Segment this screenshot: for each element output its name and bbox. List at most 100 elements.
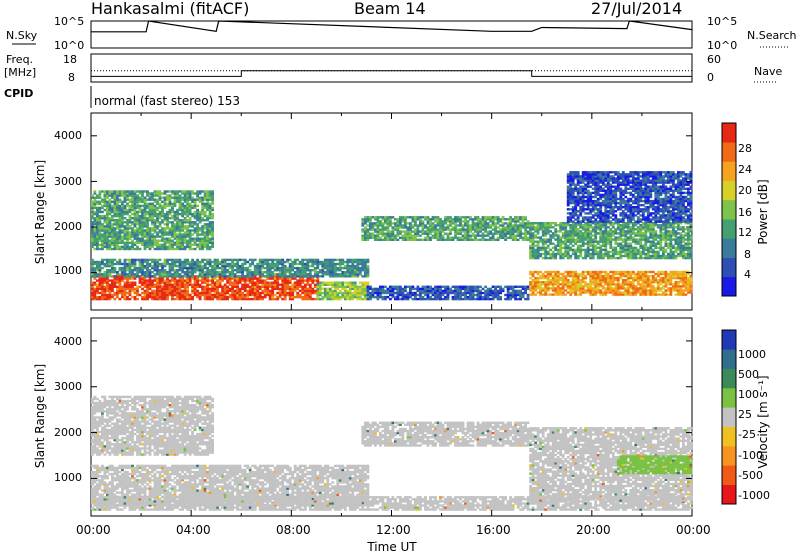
heatmap-cell [201,287,204,291]
heatmap-cell [113,285,117,288]
heatmap-cell [559,244,563,247]
heatmap-cell [366,232,370,235]
heatmap-cell [113,223,117,226]
heatmap-cell [296,293,300,297]
heatmap-cell [141,233,144,236]
heatmap-cell [156,277,159,280]
heatmap-cell [201,293,204,297]
heatmap-cell [126,204,129,208]
heatmap-cell [511,226,515,229]
heatmap-cell [306,269,310,272]
heatmap-cell [606,272,610,276]
heatmap-cell [156,202,159,205]
heatmap-cell [198,264,202,268]
heatmap-cell [206,219,209,222]
heatmap-cell [687,272,690,276]
heatmap-cell [208,291,212,295]
heatmap-cell [146,241,149,244]
heatmap-cell [183,266,187,270]
heatmap-cell [198,196,202,199]
heatmap-cell [516,228,520,231]
heatmap-cell [506,289,510,293]
heatmap-cell [411,230,415,233]
heatmap-cell [193,277,197,280]
heatmap-cell [163,202,167,205]
heatmap-cell [361,275,365,278]
heatmap-cell [106,275,109,278]
heatmap-cell [601,291,605,294]
heatmap-cell [128,231,132,234]
heatmap-cell [689,289,693,292]
heatmap-cell [161,196,164,199]
heatmap-cell [556,281,560,284]
heatmap-cell [218,277,222,280]
heatmap-cell [431,297,435,301]
heatmap-cell [491,228,495,231]
heatmap-cell [206,231,209,234]
heatmap-cell [113,206,117,210]
heatmap-cell [111,241,114,244]
heatmap-cell [386,295,390,299]
heatmap-cell [576,281,580,284]
heatmap-cell [604,281,608,284]
heatmap-cell [364,260,367,264]
heatmap-cell [121,221,124,224]
heatmap-cell [303,264,307,268]
heatmap-cell [616,276,620,280]
heatmap-cell [636,272,640,276]
heatmap-cell [328,283,332,286]
heatmap-cell [266,269,270,272]
heatmap-cell [556,293,560,296]
heatmap-cell [106,219,109,222]
heatmap-cell [441,226,445,229]
heatmap-cell [481,291,485,295]
heatmap-cell [494,218,497,221]
heatmap-cell [106,258,109,262]
heatmap-cell [301,269,305,272]
heatmap-cell [146,206,149,210]
heatmap-cell [601,285,605,288]
heatmap-cell [594,270,598,274]
heatmap-cell [96,287,99,291]
heatmap-cell [98,194,102,197]
heatmap-cell [476,220,480,223]
heatmap-cell [208,289,212,293]
heatmap-cell [211,190,214,193]
heatmap-cell [138,275,142,278]
heatmap-cell [286,269,290,272]
heatmap-cell [541,293,545,296]
heatmap-cell [151,264,154,268]
heatmap-cell [414,220,417,223]
heatmap-cell [203,287,207,291]
heatmap-cell [158,190,162,193]
heatmap-cell [451,228,455,231]
heatmap-cell [298,283,302,286]
heatmap-cell [158,223,162,226]
heatmap-cell [303,273,307,276]
heatmap-cell [111,190,114,193]
heatmap-cell [123,190,127,193]
heatmap-cell [541,234,545,237]
heatmap-cell [379,287,382,291]
heatmap-cell [168,285,172,288]
heatmap-cell [484,216,487,219]
heatmap-cell [444,232,447,235]
heatmap-cell [201,273,204,276]
heatmap-cell [128,225,132,228]
heatmap-cell [561,283,565,286]
heatmap-cell [133,231,137,234]
heatmap-cell [256,262,260,266]
heatmap-cell [338,269,342,272]
heatmap-cell [509,232,512,235]
heatmap-cell [486,293,490,297]
sky-noise-trace [91,20,693,33]
heatmap-cell [183,281,187,284]
heatmap-cell [133,258,137,262]
heatmap-cell [188,219,192,222]
heatmap-cell [211,221,214,224]
heatmap-cell [506,291,510,295]
heatmap-cell [173,217,177,220]
heatmap-cell [231,273,234,276]
heatmap-cell [126,269,129,272]
heatmap-cell [241,269,244,272]
